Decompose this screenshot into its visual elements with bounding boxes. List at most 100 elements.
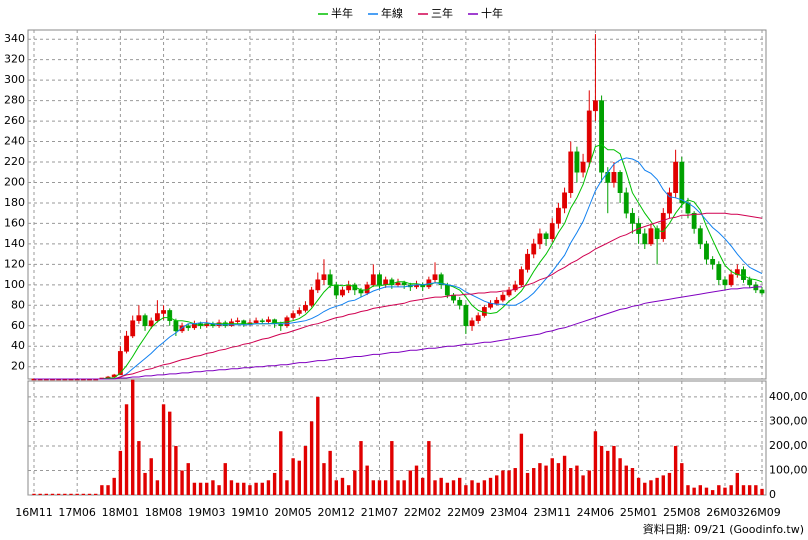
- volume-bar: [704, 487, 709, 495]
- candle-body: [370, 274, 376, 286]
- candle-body: [327, 274, 333, 286]
- y-tick-label: 300: [4, 73, 25, 86]
- x-tick-label: 23M11: [533, 506, 571, 519]
- candle-body: [617, 172, 623, 193]
- candle-body: [611, 172, 617, 183]
- x-tick-label: 23M04: [490, 506, 528, 519]
- volume-bar: [643, 482, 647, 495]
- volume-bar: [618, 458, 622, 495]
- candle-body: [518, 269, 524, 286]
- volume-bar: [131, 379, 135, 495]
- candle-body: [130, 320, 136, 337]
- legend-label: 三年: [431, 6, 453, 20]
- volume-bar: [433, 480, 437, 495]
- volume-bar: [106, 485, 110, 495]
- volume-bar: [686, 485, 690, 495]
- x-tick-label: 25M08: [663, 506, 701, 519]
- candle-body: [549, 223, 555, 240]
- x-tick-label: 16M11: [15, 506, 53, 519]
- volume-bar: [137, 441, 141, 495]
- y-tick-label: 60: [11, 319, 25, 332]
- volume-bar: [223, 463, 227, 495]
- volume-bar: [457, 477, 462, 495]
- candle-body: [136, 315, 142, 321]
- volume-bar: [242, 482, 246, 495]
- volume-bar: [32, 493, 36, 495]
- candle-body: [315, 279, 321, 291]
- volume-bar: [309, 421, 314, 495]
- candle-body: [444, 284, 450, 296]
- volume-bar: [754, 485, 758, 495]
- volume-bar: [297, 460, 301, 495]
- volume-bar: [612, 445, 616, 495]
- volume-bar: [118, 450, 123, 495]
- candle-body: [266, 319, 271, 322]
- candle-body: [401, 282, 407, 286]
- volume-bar: [550, 458, 554, 495]
- volume-bar: [346, 485, 351, 495]
- candle-body: [253, 320, 259, 323]
- volume-bar: [260, 482, 264, 495]
- candle-body: [623, 192, 629, 214]
- volume-bar: [427, 441, 431, 495]
- candle-body: [235, 320, 241, 322]
- candle-body: [438, 274, 444, 286]
- footer: 資料日期: 09/21 (Goodinfo.tw): [643, 522, 804, 536]
- volume-bar: [544, 465, 548, 495]
- volume-bar: [235, 482, 240, 495]
- candle-body: [506, 289, 512, 296]
- x-tick-label: 22M02: [404, 506, 442, 519]
- volume-bar: [112, 477, 116, 495]
- volume-bar: [279, 431, 283, 495]
- candle-body: [691, 212, 697, 229]
- x-tick-label: 24M06: [577, 506, 615, 519]
- y2-tick-label: 100,000: [769, 463, 808, 476]
- volume-bar: [692, 487, 696, 495]
- candle-body: [716, 264, 722, 280]
- volume-bar: [377, 480, 382, 495]
- volume-bar: [673, 445, 678, 495]
- candle-body: [500, 294, 506, 301]
- candle-body: [531, 243, 537, 255]
- volume-bar: [87, 493, 92, 495]
- volume-bar: [470, 480, 474, 495]
- volume-bar: [63, 493, 67, 495]
- volume-bar: [50, 493, 55, 495]
- volume-bar: [192, 482, 197, 495]
- candle-body: [679, 161, 685, 204]
- volume-bar: [624, 465, 628, 495]
- volume-bar: [322, 463, 326, 495]
- volume-bar: [735, 472, 740, 495]
- y-tick-label: 40: [11, 339, 25, 352]
- volume-bar: [717, 485, 721, 495]
- candle-body: [697, 228, 703, 245]
- candle-body: [389, 279, 395, 286]
- volume-bar: [186, 463, 190, 495]
- volume-bar: [562, 455, 567, 495]
- volume-bar: [606, 450, 610, 495]
- volume-bar: [229, 480, 234, 495]
- volume-bar: [581, 475, 585, 495]
- volume-bar: [593, 431, 598, 495]
- price-pane: [27, 29, 767, 380]
- volume-bar: [538, 463, 542, 495]
- candle-body: [710, 259, 716, 265]
- candle-body: [475, 315, 481, 321]
- volume-bar: [340, 477, 345, 495]
- y-tick-label: 20: [11, 360, 25, 373]
- volume-bar: [124, 404, 129, 495]
- volume-bar: [143, 472, 147, 495]
- x-tick-label: 26M03: [706, 506, 744, 519]
- x-tick-label: 21M07: [361, 506, 399, 519]
- ma-line: [34, 144, 763, 380]
- y-tick-label: 100: [4, 278, 25, 291]
- x-tick-label: 20M05: [274, 506, 312, 519]
- volume-bar: [519, 433, 524, 495]
- volume-bar: [155, 480, 160, 495]
- volume-bar: [525, 472, 530, 495]
- y-tick-label: 220: [4, 155, 25, 168]
- candle-body: [148, 320, 154, 327]
- volume-bar: [69, 493, 73, 495]
- volume-bar: [482, 480, 487, 495]
